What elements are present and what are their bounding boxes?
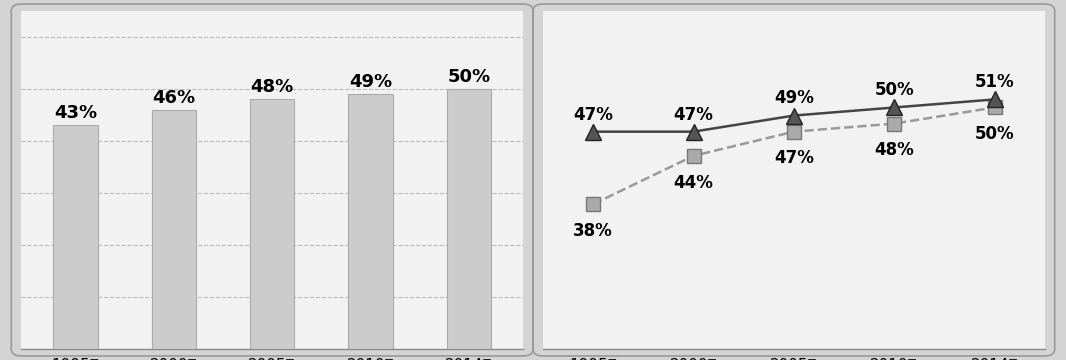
Text: 49%: 49%: [774, 90, 813, 108]
Text: 48%: 48%: [874, 141, 914, 159]
Text: 47%: 47%: [774, 149, 813, 167]
Bar: [251, 99, 294, 349]
Text: 44%: 44%: [674, 174, 713, 192]
Bar: [447, 89, 491, 349]
Text: 38%: 38%: [574, 222, 613, 240]
Text: 49%: 49%: [349, 73, 392, 91]
Bar: [349, 94, 392, 349]
Text: 47%: 47%: [574, 105, 613, 123]
Text: 47%: 47%: [674, 105, 713, 123]
Text: 43%: 43%: [54, 104, 97, 122]
Text: 50%: 50%: [448, 68, 490, 86]
Text: 51%: 51%: [974, 73, 1015, 91]
Bar: [151, 110, 196, 349]
Bar: [53, 125, 98, 349]
Text: 48%: 48%: [251, 78, 294, 96]
Text: 50%: 50%: [974, 125, 1015, 143]
Text: 50%: 50%: [874, 81, 914, 99]
Text: 46%: 46%: [152, 89, 195, 107]
